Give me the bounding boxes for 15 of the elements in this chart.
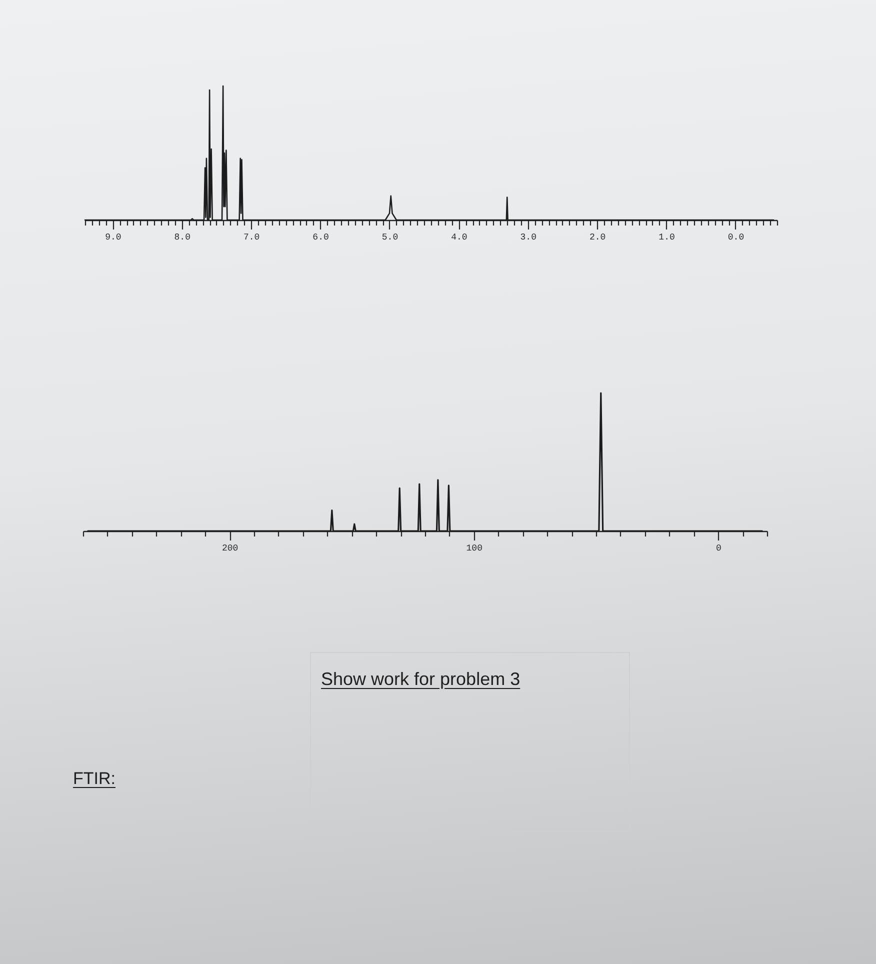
x-tick-label: 1.0 [658, 232, 675, 242]
text: FTIR: [73, 769, 116, 789]
x-tick-label: 0.0 [728, 232, 744, 242]
text: Show work for problem 3 [321, 669, 520, 690]
x-tick-label: 9.0 [105, 232, 122, 242]
x-tick-label: 2.0 [589, 232, 606, 242]
x-tick-label: 7.0 [243, 232, 260, 242]
x-tick-label: 100 [466, 544, 482, 554]
x-tick-label: 5.0 [382, 232, 398, 242]
x-tick-label: 8.0 [174, 232, 190, 242]
x-tick-label: 3.0 [520, 232, 536, 242]
x-tick-label: 6.0 [312, 232, 329, 242]
x-tick-label: 200 [222, 544, 238, 554]
x-tick-label: 0 [716, 544, 722, 554]
x-tick-label: 4.0 [451, 232, 468, 242]
